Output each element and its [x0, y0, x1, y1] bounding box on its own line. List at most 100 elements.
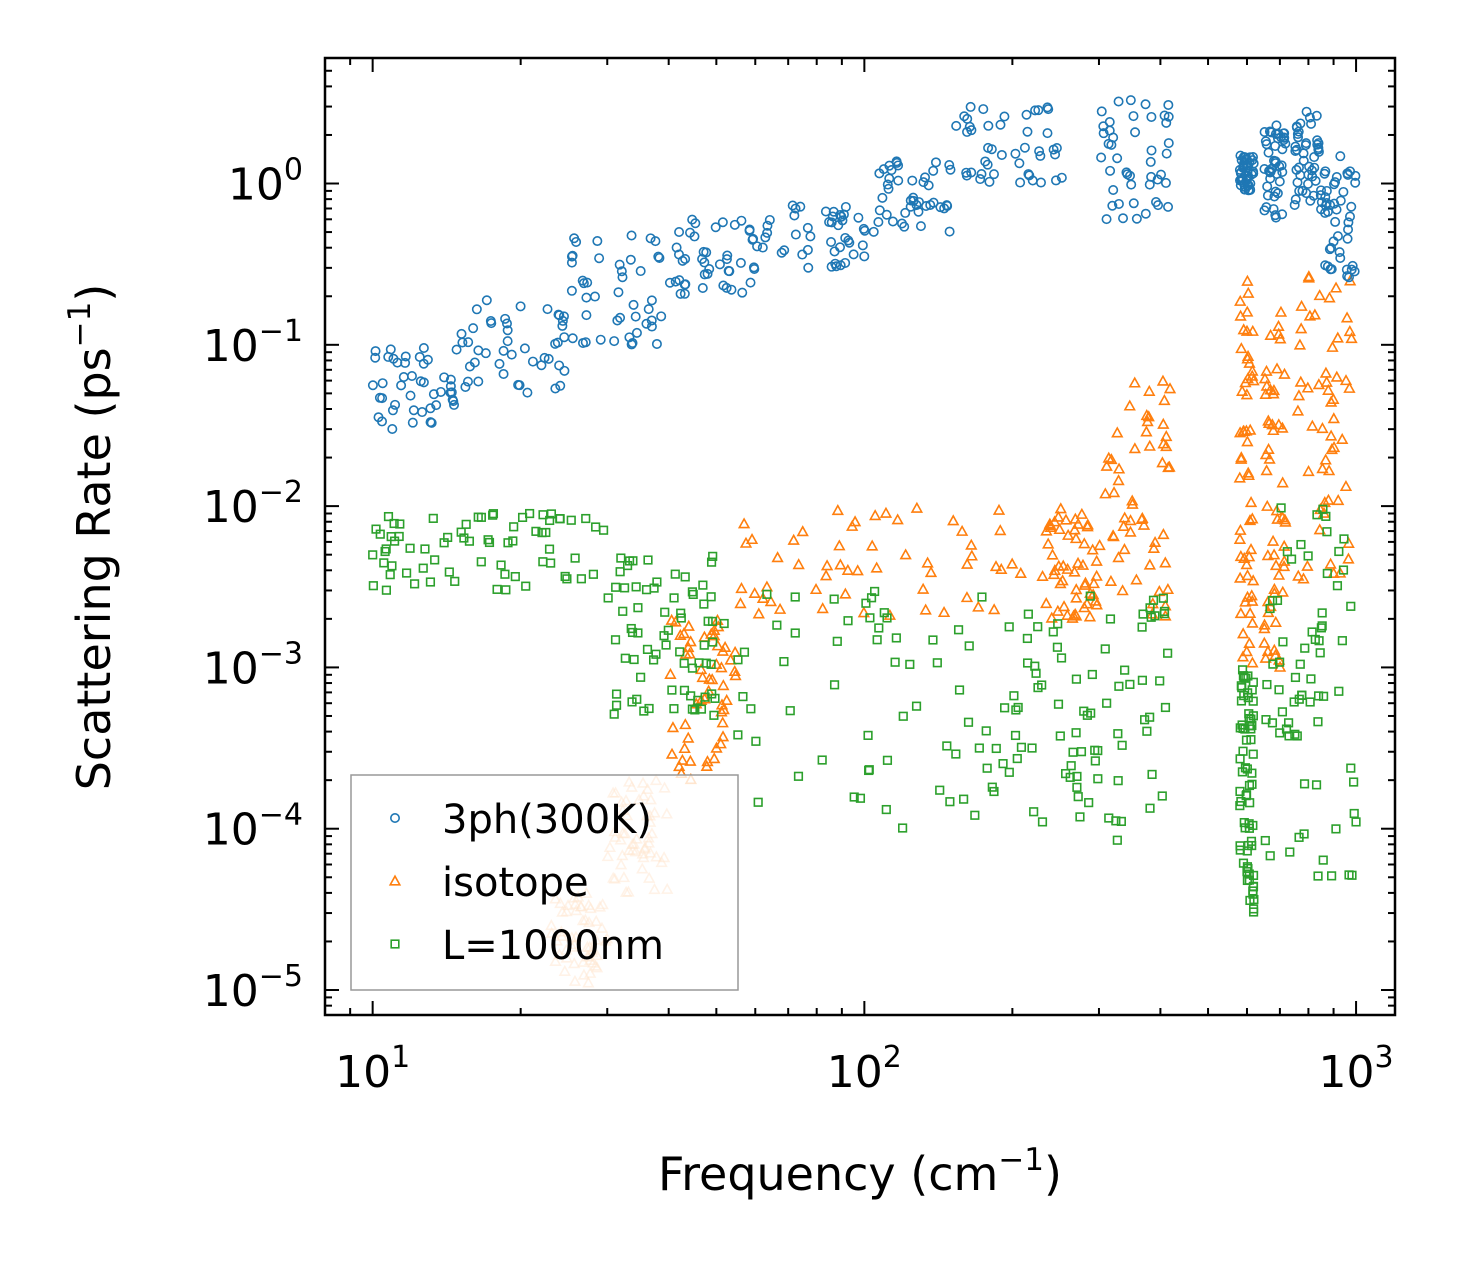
data-point — [963, 717, 974, 727]
data-point — [1070, 591, 1083, 603]
data-point — [816, 602, 829, 614]
data-point — [415, 376, 426, 387]
legend-marker — [390, 939, 400, 949]
data-point — [576, 574, 586, 584]
data-point — [987, 603, 1001, 615]
data-point — [1056, 653, 1067, 663]
data-point — [464, 536, 475, 546]
data-point — [445, 387, 456, 398]
data-point — [843, 616, 853, 626]
data-point — [392, 357, 403, 368]
data-point — [745, 277, 756, 288]
data-point — [1322, 464, 1336, 476]
data-point — [1140, 715, 1150, 725]
data-point — [614, 259, 625, 270]
data-point — [417, 407, 428, 418]
data-point — [428, 389, 439, 400]
data-point — [1261, 202, 1272, 213]
data-point — [1033, 622, 1043, 632]
data-point — [1248, 882, 1258, 892]
data-point — [1136, 511, 1149, 524]
data-point — [1241, 349, 1255, 361]
data-point — [965, 549, 978, 561]
data-point — [1093, 745, 1103, 756]
data-point — [1292, 389, 1306, 401]
data-point — [1338, 565, 1349, 575]
data-point — [771, 551, 784, 563]
data-point — [1318, 496, 1331, 508]
data-point — [1302, 464, 1315, 477]
data-point — [1083, 610, 1097, 622]
data-point — [625, 254, 636, 265]
data-point — [819, 569, 833, 581]
data-point — [414, 351, 425, 362]
data-point — [790, 628, 800, 638]
data-point — [792, 558, 805, 570]
data-point — [1072, 771, 1082, 782]
data-point — [1071, 556, 1085, 568]
data-point — [874, 205, 885, 216]
data-point — [1330, 370, 1343, 382]
data-point — [1022, 658, 1033, 668]
data-point — [715, 661, 728, 673]
data-point — [1242, 466, 1255, 478]
data-point — [1087, 669, 1097, 680]
data-point — [1264, 328, 1277, 340]
data-point — [1096, 152, 1107, 163]
data-point — [439, 372, 450, 383]
data-point — [1279, 515, 1292, 527]
data-point — [627, 627, 638, 638]
data-point — [1313, 871, 1323, 881]
data-point — [977, 592, 987, 602]
data-point — [1305, 697, 1315, 707]
data-point — [1163, 138, 1174, 149]
data-point — [729, 219, 740, 230]
data-point — [1241, 569, 1254, 581]
data-point — [1291, 164, 1302, 175]
data-point — [1331, 331, 1344, 343]
data-point — [1312, 378, 1326, 390]
data-point — [1067, 609, 1080, 621]
data-point — [542, 304, 553, 315]
data-point — [1294, 832, 1304, 842]
data-point — [653, 251, 664, 262]
data-point — [1241, 590, 1254, 602]
data-point — [879, 506, 893, 518]
data-point — [1116, 584, 1129, 596]
data-point — [1295, 659, 1305, 669]
data-point — [1277, 144, 1288, 155]
data-point — [1246, 369, 1259, 381]
data-point — [802, 244, 813, 255]
data-point — [513, 379, 524, 390]
data-point — [835, 242, 846, 253]
data-point — [891, 513, 904, 525]
data-point — [978, 104, 989, 115]
data-point — [966, 167, 977, 178]
data-point — [796, 525, 809, 537]
data-point — [1159, 609, 1170, 619]
data-point — [1245, 895, 1255, 906]
data-point — [1163, 201, 1174, 212]
data-point — [633, 628, 643, 638]
data-point — [1308, 308, 1322, 320]
data-point — [1104, 117, 1115, 128]
data-point — [1278, 554, 1291, 566]
data-point — [631, 582, 641, 592]
data-point — [716, 716, 729, 728]
data-point — [1309, 152, 1320, 163]
x-tick-label: 102 — [827, 1040, 902, 1098]
data-point — [932, 658, 942, 668]
data-point — [694, 658, 704, 668]
data-point — [1157, 791, 1167, 801]
data-point — [684, 754, 697, 766]
data-point — [367, 380, 378, 391]
data-point — [592, 236, 603, 247]
data-point — [1148, 595, 1159, 605]
data-point — [1259, 651, 1272, 663]
data-point — [589, 291, 600, 302]
data-point — [1099, 487, 1112, 499]
data-point — [1261, 645, 1275, 657]
data-point — [1042, 537, 1055, 549]
data-point — [1241, 372, 1254, 384]
data-point — [1270, 186, 1281, 197]
